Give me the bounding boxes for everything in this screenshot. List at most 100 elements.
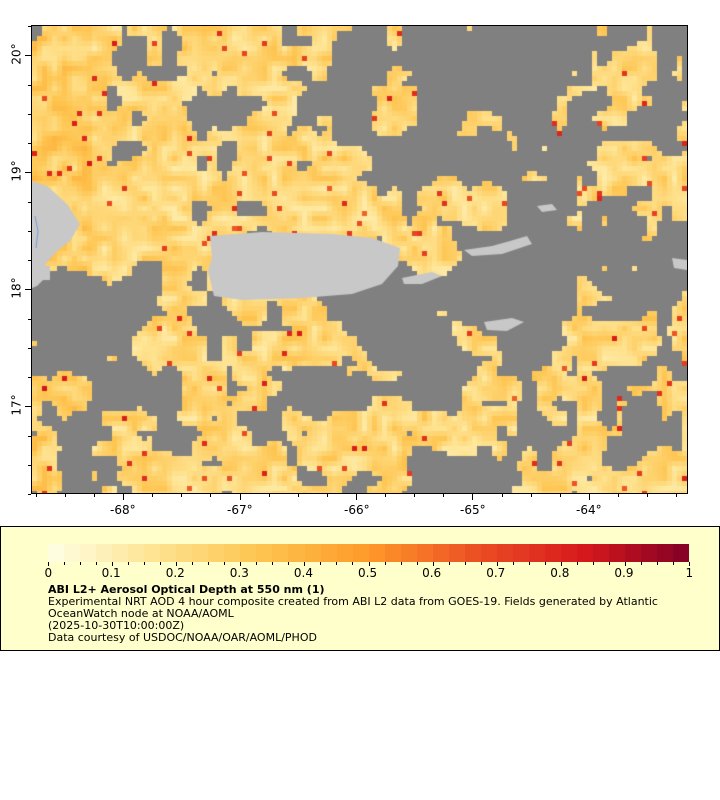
- colorbar-segment: [336, 544, 353, 562]
- colorbar-segment: [432, 544, 449, 562]
- colorbar-segment: [128, 544, 145, 562]
- colorbar-segment: [352, 544, 369, 562]
- colorbar-tick-label: 0.7: [486, 566, 506, 580]
- y-tick-label: 19°: [9, 160, 24, 182]
- legend-credit: Data courtesy of USDOC/NOAA/OAR/AOML/PHO…: [48, 631, 317, 644]
- y-tick: [25, 289, 31, 291]
- colorbar-segment: [192, 544, 209, 562]
- x-tick: [443, 494, 445, 497]
- y-tick: [28, 260, 31, 262]
- x-tick: [123, 494, 125, 500]
- colorbar-tick: [304, 562, 306, 566]
- x-tick: [35, 494, 37, 497]
- x-tick: [64, 494, 66, 497]
- x-tick-label: -64°: [576, 503, 602, 517]
- y-tick: [28, 464, 31, 466]
- colorbar-tick: [192, 562, 194, 565]
- y-tick: [25, 406, 31, 408]
- colorbar-segment: [593, 544, 610, 562]
- y-tick-label: 20°: [9, 43, 24, 65]
- x-tick: [501, 494, 503, 497]
- y-tick: [25, 55, 31, 57]
- colorbar-tick: [592, 562, 594, 565]
- colorbar-segment: [577, 544, 594, 562]
- colorbar-segment: [544, 544, 561, 562]
- colorbar-segment: [528, 544, 545, 562]
- legend-description: Experimental NRT AOD 4 hour composite cr…: [48, 595, 658, 608]
- colorbar-tick: [512, 562, 514, 565]
- colorbar-tick: [400, 562, 402, 565]
- colorbar-tick: [576, 562, 578, 565]
- x-tick-label: -67°: [227, 503, 253, 517]
- colorbar-segment: [48, 544, 65, 562]
- colorbar-tick: [80, 562, 82, 565]
- colorbar-tick: [496, 562, 498, 566]
- colorbar-segment: [609, 544, 626, 562]
- colorbar-tick: [432, 562, 434, 566]
- y-tick: [28, 377, 31, 379]
- colorbar-segment: [641, 544, 658, 562]
- colorbar-tick-label: 0.2: [165, 566, 185, 580]
- colorbar-segment: [400, 544, 417, 562]
- colorbar-tick-label: 0.8: [550, 566, 570, 580]
- x-tick: [618, 494, 620, 497]
- colorbar-segment: [480, 544, 497, 562]
- aod-raster: [32, 26, 687, 493]
- colorbar-tick-label: 0: [44, 566, 53, 580]
- colorbar-segment: [416, 544, 433, 562]
- colorbar-segment: [112, 544, 129, 562]
- legend-time: (2025-10-30T10:00:00Z): [48, 619, 185, 632]
- x-tick: [530, 494, 532, 497]
- colorbar-tick: [368, 562, 370, 566]
- colorbar-tick: [336, 562, 338, 565]
- y-tick: [28, 26, 31, 28]
- colorbar-tick: [224, 562, 226, 565]
- colorbar-tick-label: 0.9: [614, 566, 634, 580]
- colorbar-segment: [384, 544, 401, 562]
- colorbar-tick: [416, 562, 418, 565]
- x-tick: [268, 494, 270, 497]
- y-tick-label: 17°: [9, 394, 24, 416]
- colorbar-tick: [128, 562, 130, 565]
- colorbar-segment: [224, 544, 241, 562]
- colorbar-segment: [96, 544, 113, 562]
- colorbar-tick: [352, 562, 354, 565]
- y-tick: [28, 143, 31, 145]
- colorbar-tick: [560, 562, 562, 566]
- colorbar-tick: [256, 562, 258, 565]
- colorbar-tick: [384, 562, 386, 565]
- x-tick: [356, 494, 357, 500]
- colorbar-tick: [464, 562, 466, 565]
- x-tick: [559, 494, 561, 497]
- colorbar-segment: [657, 544, 674, 562]
- colorbar-tick: [544, 562, 546, 565]
- colorbar-segment: [144, 544, 161, 562]
- colorbar-segment: [208, 544, 225, 562]
- colorbar-segment: [673, 544, 690, 562]
- colorbar: [48, 544, 690, 562]
- colorbar-segment: [160, 544, 177, 562]
- colorbar-tick-label: 1: [685, 566, 694, 580]
- colorbar-tick: [96, 562, 98, 565]
- colorbar-segment: [561, 544, 578, 562]
- colorbar-tick-label: 0.3: [229, 566, 249, 580]
- colorbar-segment: [496, 544, 513, 562]
- colorbar-tick: [672, 562, 674, 565]
- x-tick: [93, 494, 95, 497]
- colorbar-segment: [448, 544, 465, 562]
- x-tick-label: -65°: [460, 503, 486, 517]
- y-tick: [28, 84, 31, 86]
- colorbar-tick: [64, 562, 66, 565]
- colorbar-segment: [176, 544, 193, 562]
- colorbar-tick-label: 0.4: [293, 566, 313, 580]
- colorbar-tick: [448, 562, 450, 565]
- x-tick: [239, 494, 241, 500]
- x-tick: [472, 494, 474, 500]
- colorbar-tick: [160, 562, 162, 565]
- colorbar-segment: [625, 544, 642, 562]
- colorbar-tick: [272, 562, 274, 565]
- colorbar-tick-label: 0.6: [422, 566, 442, 580]
- x-tick: [181, 494, 183, 497]
- legend-panel: ABI L2+ Aerosol Optical Depth at 550 nm …: [0, 526, 720, 651]
- x-tick: [676, 494, 678, 497]
